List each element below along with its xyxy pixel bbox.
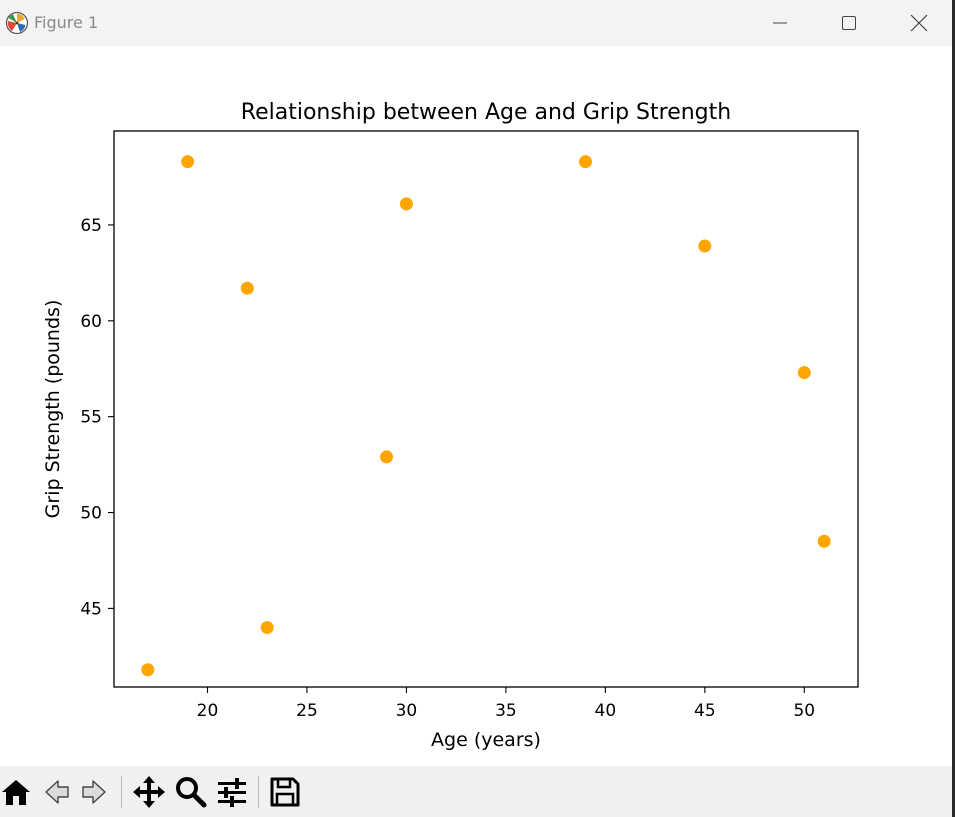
x-tick-label: 50 — [793, 701, 815, 721]
back-button[interactable] — [38, 774, 74, 810]
x-axis-label: Age (years) — [431, 729, 541, 751]
plot-area-frame — [113, 130, 859, 688]
toolbar-separator — [121, 776, 122, 808]
y-tick-label: 55 — [80, 408, 102, 428]
matplotlib-logo-icon — [5, 11, 29, 35]
data-point — [260, 621, 274, 635]
chart-title: Relationship between Age and Grip Streng… — [241, 100, 731, 125]
data-point — [181, 155, 195, 169]
zoom-button[interactable] — [173, 774, 209, 810]
y-tick-label: 50 — [80, 504, 102, 524]
y-tick-label: 45 — [80, 599, 102, 619]
figure-canvas[interactable]: Relationship between Age and Grip Streng… — [0, 46, 952, 766]
data-point — [698, 239, 712, 253]
save-button[interactable] — [267, 774, 303, 810]
maximize-icon — [842, 16, 856, 30]
save-disk-icon — [270, 777, 300, 807]
home-icon — [2, 780, 30, 805]
maximize-button[interactable] — [814, 0, 884, 46]
toolbar-separator — [258, 776, 259, 808]
navigation-toolbar — [0, 766, 952, 817]
y-tick-label: 65 — [80, 216, 102, 236]
configure-subplots-button[interactable] — [214, 774, 250, 810]
x-tick-label: 35 — [495, 701, 517, 721]
data-point — [578, 155, 592, 169]
data-point — [380, 450, 394, 464]
y-tick-label: 60 — [80, 312, 102, 332]
title-bar[interactable]: Figure 1 — [0, 0, 952, 46]
minimize-icon — [773, 22, 787, 24]
data-point — [399, 197, 413, 211]
pan-button[interactable] — [131, 774, 167, 810]
x-tick-label: 45 — [694, 701, 716, 721]
data-point — [817, 534, 831, 548]
y-axis-label: Grip Strength (pounds) — [42, 300, 64, 519]
minimize-button[interactable] — [745, 0, 815, 46]
forward-button[interactable] — [77, 774, 113, 810]
window-title: Figure 1 — [34, 13, 99, 32]
scatter-chart: Relationship between Age and Grip Streng… — [42, 100, 859, 751]
close-button[interactable] — [884, 0, 952, 46]
data-point — [141, 663, 155, 677]
data-point — [240, 281, 254, 295]
x-tick-label: 25 — [296, 701, 318, 721]
configure-subplots-icon — [218, 778, 246, 807]
close-icon — [910, 14, 928, 32]
zoom-magnifier-icon — [176, 777, 207, 808]
window-edge — [952, 0, 955, 817]
x-tick-label: 20 — [197, 701, 219, 721]
back-arrow-icon — [45, 780, 69, 804]
home-button[interactable] — [0, 774, 34, 810]
x-tick-label: 40 — [595, 701, 617, 721]
pan-move-icon — [133, 776, 165, 808]
x-tick-label: 30 — [396, 701, 418, 721]
data-point — [797, 366, 811, 380]
forward-arrow-icon — [82, 780, 106, 804]
